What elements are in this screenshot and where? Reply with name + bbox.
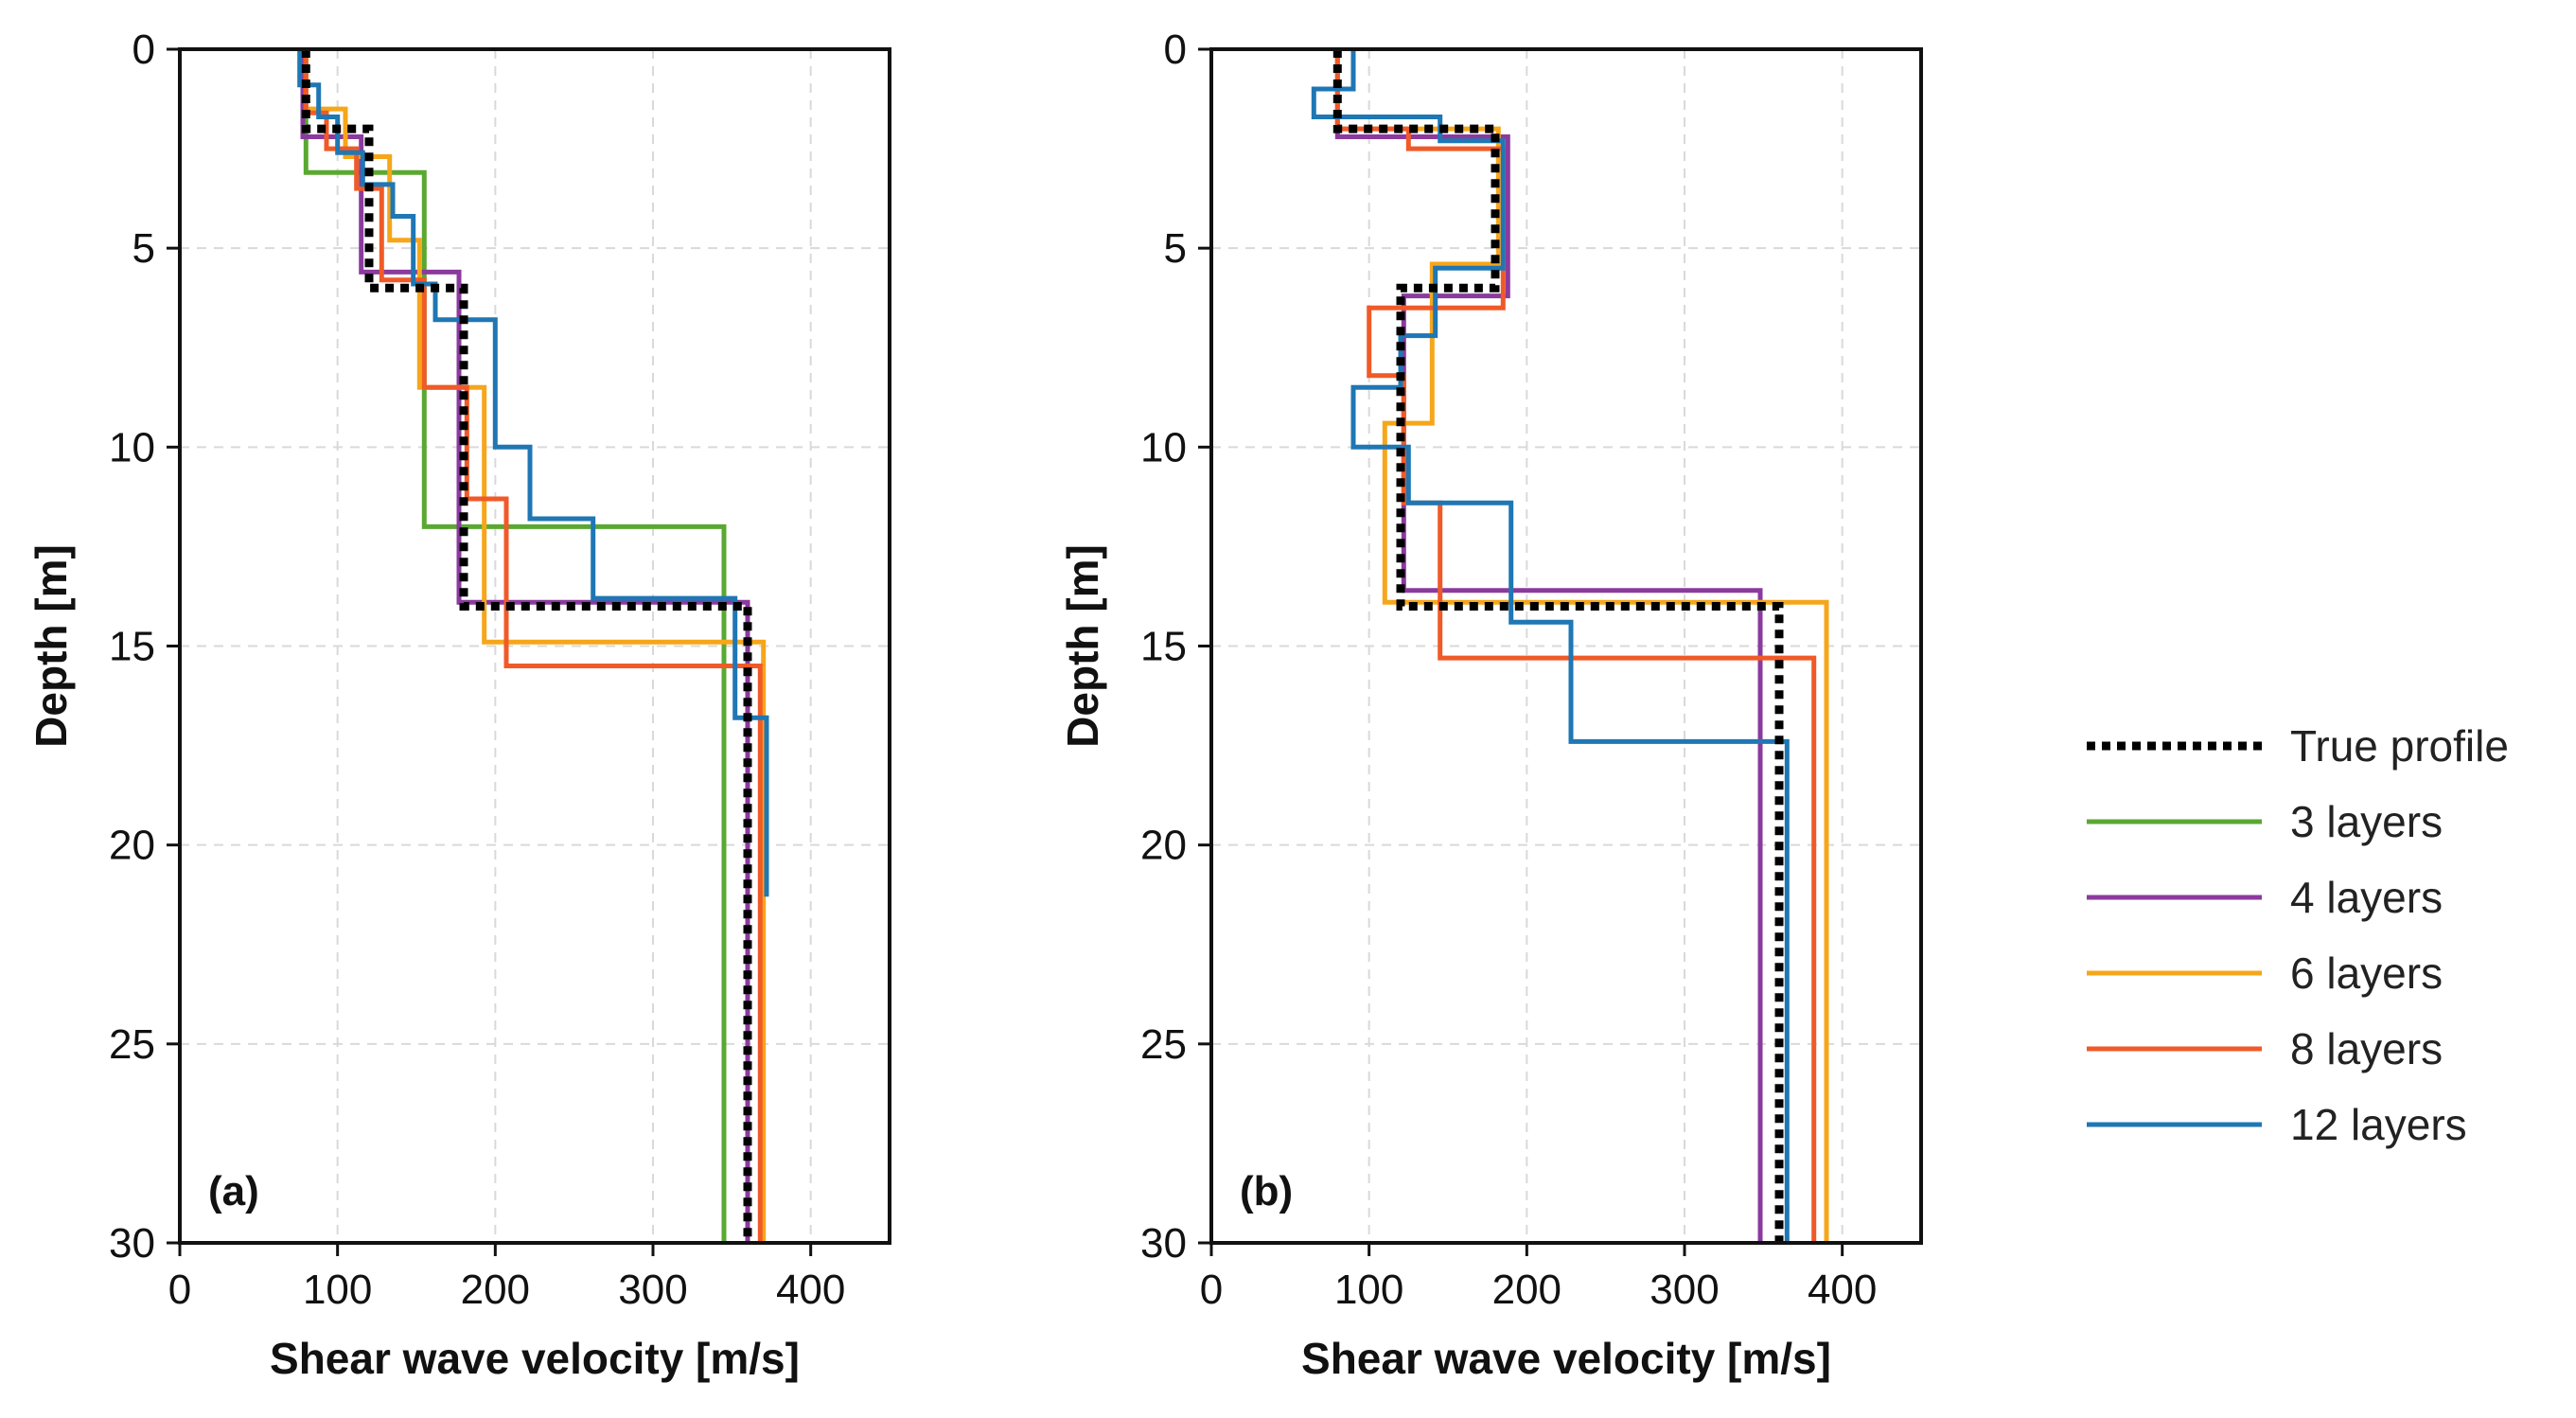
legend-label-6-layers: 6 layers	[2290, 948, 2443, 998]
y-tick-label: 25	[109, 1021, 155, 1068]
x-tick-label: 100	[1334, 1267, 1403, 1313]
y-tick-label: 5	[1164, 225, 1187, 272]
x-tick-label: 0	[1200, 1267, 1223, 1313]
series-line-6-layers	[1334, 49, 1829, 1243]
x-tick-label: 200	[461, 1267, 530, 1313]
series-line-4-layers	[300, 49, 750, 1243]
panel-label: (a)	[208, 1168, 259, 1214]
y-axis-label: Depth [m]	[1058, 544, 1107, 748]
y-tick-label: 20	[1140, 823, 1187, 869]
y-tick-label: 30	[109, 1220, 155, 1267]
legend-label-true-profile: True profile	[2290, 721, 2509, 771]
x-tick-label: 300	[1650, 1267, 1719, 1313]
x-axis-label: Shear wave velocity [m/s]	[270, 1334, 800, 1383]
series-line-12-layers	[297, 49, 769, 897]
x-axis-label: Shear wave velocity [m/s]	[1301, 1334, 1831, 1383]
y-tick-label: 0	[1164, 27, 1187, 73]
x-tick-label: 400	[776, 1267, 845, 1313]
y-tick-label: 15	[109, 624, 155, 670]
x-tick-label: 400	[1808, 1267, 1877, 1313]
panel-label: (b)	[1240, 1168, 1293, 1214]
legend-label-12-layers: 12 layers	[2290, 1100, 2467, 1149]
series-line-8-layers	[1334, 49, 1817, 1243]
panel-a: 0 100 200 300 400 0 5 10 15 20 25 30 Shear wave velo…	[26, 27, 891, 1383]
y-tick-label: 10	[109, 424, 155, 470]
series-line-6-layers	[303, 49, 767, 1243]
series-line-8-layers	[303, 49, 763, 1243]
series-line-4-layers	[1334, 49, 1763, 1243]
y-tick-label: 30	[1140, 1220, 1187, 1267]
series-line-true-profile	[1332, 49, 1784, 1243]
x-tick-label: 200	[1492, 1267, 1561, 1313]
y-tick-label: 5	[132, 225, 155, 272]
y-tick-label: 25	[1140, 1021, 1187, 1068]
legend: True profile 3 layers 4 layers 6 layers 8 la…	[2087, 721, 2509, 1149]
panel-b: 0 100 200 300 400 0 5 10 15 20 25 30 Shear wave velo…	[1058, 27, 1923, 1383]
y-axis-label: Depth [m]	[26, 544, 76, 748]
legend-label-3-layers: 3 layers	[2290, 797, 2443, 846]
y-tick-label: 20	[109, 823, 155, 869]
y-tick-label: 0	[132, 27, 155, 73]
series-line-true-profile	[301, 49, 752, 1243]
x-tick-label: 300	[618, 1267, 687, 1313]
y-tick-label: 10	[1140, 424, 1187, 470]
legend-label-4-layers: 4 layers	[2290, 873, 2443, 922]
legend-label-8-layers: 8 layers	[2290, 1024, 2443, 1073]
x-tick-label: 100	[303, 1267, 372, 1313]
x-tick-label: 0	[168, 1267, 191, 1313]
y-tick-label: 15	[1140, 624, 1187, 670]
